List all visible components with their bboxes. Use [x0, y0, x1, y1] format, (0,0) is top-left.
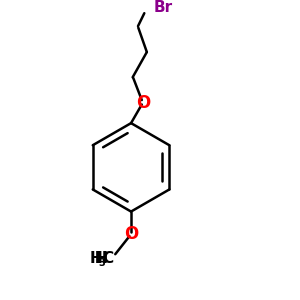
- Text: H: H: [90, 251, 103, 266]
- Text: Br: Br: [153, 0, 172, 15]
- Text: C: C: [102, 251, 114, 266]
- Text: 3: 3: [98, 258, 105, 268]
- Text: O: O: [124, 225, 138, 243]
- Text: O: O: [136, 94, 151, 112]
- Text: H: H: [94, 251, 107, 266]
- Text: H: H: [94, 251, 107, 266]
